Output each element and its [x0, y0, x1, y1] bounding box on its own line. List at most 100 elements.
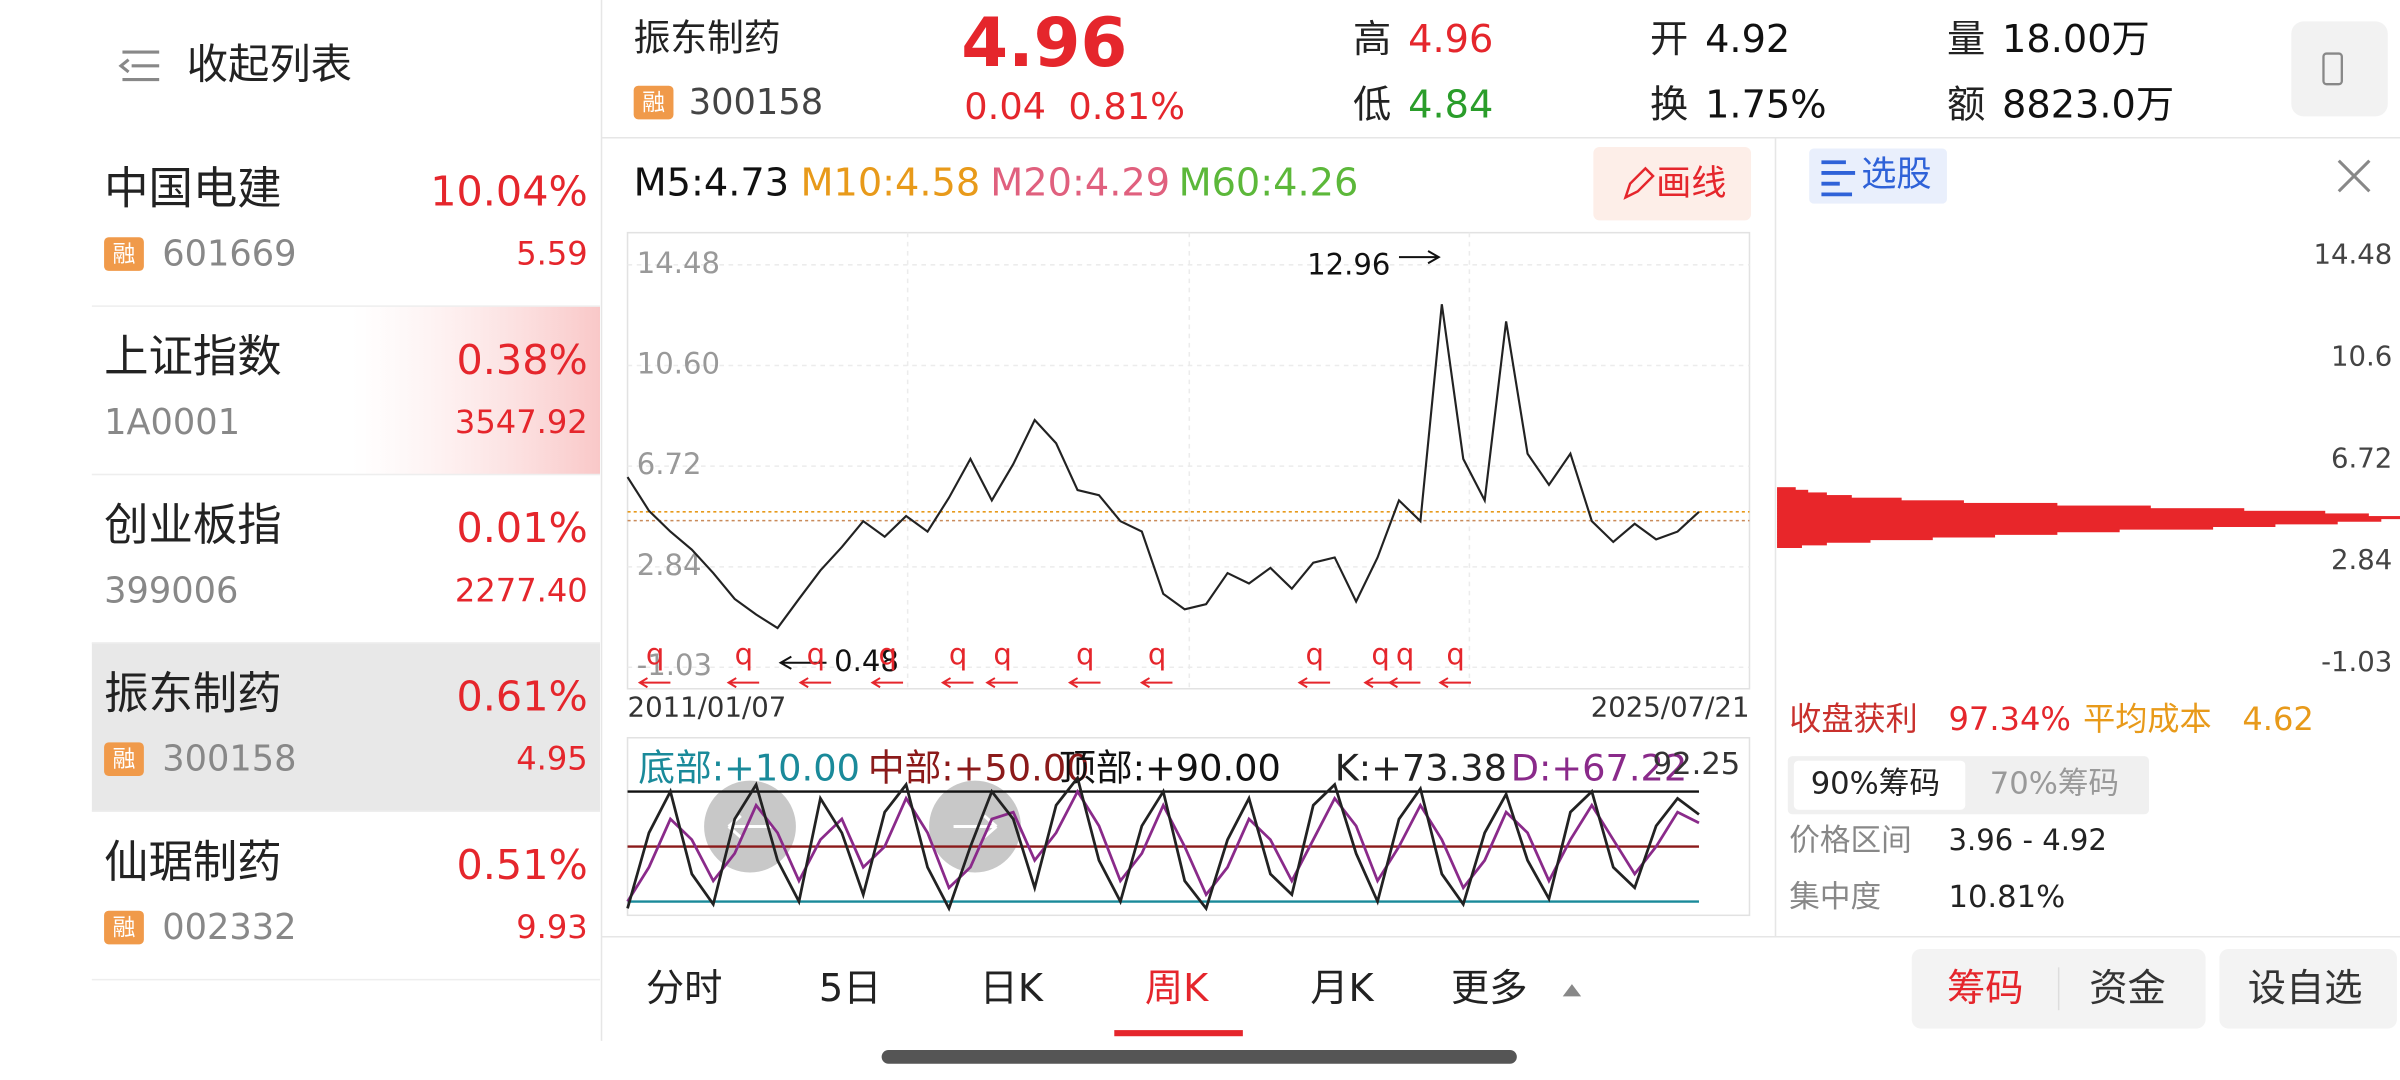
stat-value: 1.75% — [1705, 83, 1827, 128]
avg-cost-value: 4.62 — [2242, 700, 2314, 738]
signal: q — [879, 638, 897, 672]
badge-bg — [104, 910, 144, 945]
chip-bar — [1777, 489, 1809, 493]
period-tab[interactable]: 周K — [1145, 966, 1209, 1011]
signal: q — [1148, 638, 1166, 672]
tab-underline — [1114, 1030, 1243, 1037]
chip-bar — [1777, 534, 1996, 538]
y-tick-label: -1.03 — [637, 648, 712, 682]
chip-bar — [1777, 508, 2245, 512]
chip-bar — [1777, 500, 1964, 504]
collapse-button[interactable]: 收起列表 — [118, 40, 352, 88]
period-tab[interactable]: 日K — [980, 966, 1044, 1011]
price: 4.96 — [961, 3, 1127, 82]
chip-bar — [1777, 502, 2058, 506]
item-code: 1A0001 — [104, 402, 240, 443]
selected-row — [91, 642, 600, 812]
chip-bar — [1777, 523, 2276, 527]
signal-arrow — [637, 677, 671, 689]
item-name: 中国电建 — [104, 163, 282, 214]
concentration-value: 10.81% — [1948, 880, 2065, 915]
signal-arrow — [1139, 677, 1173, 689]
chip-bar — [1777, 487, 1796, 491]
chip-tab[interactable]: 90%筹码 — [1811, 767, 1940, 802]
d-label: D:+67.22 — [1511, 746, 1688, 789]
stat-label: 量 — [1947, 17, 1985, 62]
item-price: 9.93 — [516, 908, 588, 946]
signal-arrow — [870, 677, 904, 689]
flash-highlight — [352, 306, 600, 475]
action-button[interactable]: 资金 — [2089, 966, 2166, 1011]
signal-arrow — [726, 677, 760, 689]
device-button[interactable] — [2291, 21, 2388, 117]
item-price: 4.95 — [516, 740, 588, 778]
item-price: 3547.92 — [455, 403, 588, 441]
item-code: 300158 — [162, 739, 296, 780]
item-code: 002332 — [162, 907, 296, 948]
draw-label: 画线 — [1656, 163, 1726, 204]
chip-bar — [1777, 518, 2382, 522]
low-arrow — [778, 655, 827, 670]
signal: q — [1306, 638, 1324, 672]
stat-label: 额 — [1947, 83, 1985, 128]
period-tab[interactable]: 更多 — [1451, 966, 1528, 1011]
draw-button[interactable]: 画线 — [1593, 146, 1752, 221]
item-code: 601669 — [162, 234, 296, 275]
item-change: 0.38% — [457, 336, 588, 384]
action-button[interactable]: 设自选 — [2248, 966, 2363, 1011]
period-tab[interactable]: 分时 — [646, 966, 723, 1011]
close-button[interactable] — [2337, 159, 2371, 193]
profit-value: 97.34% — [1948, 700, 2070, 738]
chip-bar — [1777, 537, 1933, 541]
high-arrow — [1398, 250, 1441, 265]
chip-tab[interactable]: 70%筹码 — [1990, 767, 2119, 802]
item-change: 0.51% — [457, 841, 588, 889]
signal: q — [949, 638, 967, 672]
collapse-icon — [118, 50, 160, 82]
badge: 融 — [113, 746, 136, 772]
home-indicator — [881, 1050, 1517, 1064]
collapse-label: 收起列表 — [187, 40, 352, 88]
chip-tick-label: -1.03 — [2321, 646, 2392, 678]
signal: q — [1076, 638, 1094, 672]
chip-bar — [1777, 526, 2214, 530]
item-code: 399006 — [104, 570, 238, 611]
chip-bar — [1777, 521, 2338, 525]
level-label: 中部:+50.00 — [868, 746, 1090, 789]
signal: q — [735, 638, 753, 672]
y-tick-label: 2.84 — [637, 548, 702, 582]
stock-code: 300158 — [689, 82, 823, 123]
more-arrow — [1562, 984, 1582, 997]
badge: 融 — [113, 241, 136, 267]
signal-arrow — [985, 677, 1018, 689]
pick-label: 选股 — [1861, 154, 1931, 195]
signal: q — [1371, 638, 1389, 672]
pencil-icon — [1623, 166, 1655, 200]
chip-bar — [1777, 505, 2151, 509]
signal-arrow — [1387, 677, 1421, 689]
period-tab[interactable]: 月K — [1310, 966, 1374, 1011]
v-grid — [906, 232, 1471, 689]
item-change: 0.61% — [457, 672, 588, 720]
item-price: 5.59 — [516, 235, 588, 273]
stat-label: 高 — [1353, 17, 1391, 62]
pick-button[interactable]: 选股 — [1809, 148, 1947, 204]
k-label: K:+73.38 — [1335, 746, 1507, 789]
ma-label: M60:4.26 — [1179, 161, 1359, 206]
chip-bar — [1777, 539, 1871, 543]
end-date: 2025/07/21 — [1591, 692, 1750, 724]
signal: q — [1396, 638, 1414, 672]
item-name: 创业板指 — [104, 500, 282, 551]
chip-bar — [1777, 492, 1827, 496]
chip-tick-label: 2.84 — [2331, 544, 2392, 576]
action-button[interactable]: 筹码 — [1947, 966, 2024, 1011]
concentration-label: 集中度 — [1789, 880, 1881, 915]
item-name: 振东制药 — [104, 668, 282, 719]
period-tab[interactable]: 5日 — [819, 966, 882, 1011]
level-label: 顶部:+90.00 — [1059, 746, 1281, 789]
kdj-max: 92.25 — [1653, 747, 1741, 782]
badge-bg — [104, 237, 144, 271]
badge: 融 — [113, 915, 136, 941]
